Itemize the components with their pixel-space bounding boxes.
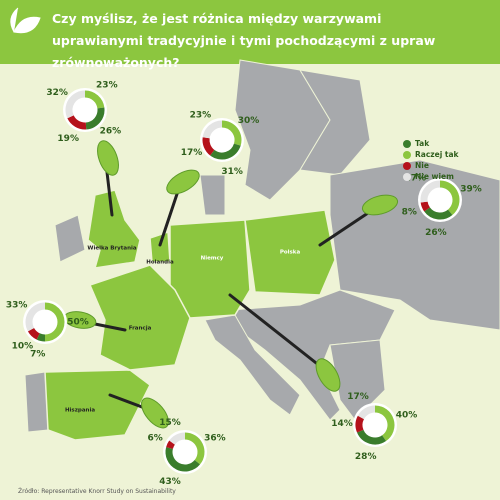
leaf [97, 140, 119, 176]
donut-segment [424, 207, 453, 220]
value-label: 50% [67, 318, 89, 328]
poland [244, 209, 336, 296]
spain [44, 369, 151, 441]
value-label: 19% [57, 134, 79, 144]
netherlands [149, 230, 171, 263]
value-label: 32% [46, 88, 68, 98]
value-label: 10% [12, 342, 34, 352]
value-label: 15% [159, 418, 181, 428]
country-label: Holandia [146, 260, 174, 266]
legend-label: Nie wiem [415, 172, 454, 181]
value-label: 43% [159, 477, 181, 487]
donut-segment [169, 432, 186, 445]
legend-swatch [403, 140, 411, 148]
donut-segment [210, 143, 241, 160]
value-label: 7% [30, 350, 45, 360]
donut-segment [202, 120, 223, 139]
donut-segment [84, 90, 105, 109]
connector [158, 183, 182, 247]
legend: Tak Raczej tak Nie Nie wiem [403, 139, 460, 181]
country-label: Polska [280, 250, 301, 256]
leaf [361, 194, 399, 216]
title: Czy myślisz, że jest różnica między warz… [52, 11, 436, 70]
donut-segment [439, 180, 460, 216]
value-label: 26% [100, 127, 122, 137]
donut-segment [355, 415, 365, 433]
country-label: Hiszpania [65, 408, 95, 414]
value-label: 33% [6, 301, 28, 311]
donut-segment [221, 120, 242, 146]
donut-segment [357, 429, 387, 445]
value-label: 6% [148, 433, 163, 443]
legend-label: Nie [415, 161, 429, 170]
donut-segment [36, 333, 46, 342]
donut-segment [420, 180, 441, 203]
value-label: 17% [347, 392, 369, 402]
uk [87, 189, 141, 269]
value-label: 30% [238, 116, 260, 126]
header [0, 0, 500, 64]
country-label: Francja [129, 326, 152, 332]
map-green [44, 189, 336, 441]
ireland [54, 214, 86, 263]
value-label: 26% [425, 228, 447, 238]
charts: 23% 26% 19% 32% Wielka Brytania 30% 31% 17% 23% H… [6, 81, 482, 487]
logo-leaf [10, 7, 41, 34]
donut-segment [25, 302, 46, 332]
donut-segment [85, 107, 105, 130]
value-label: 23% [190, 111, 212, 121]
leaf [166, 169, 200, 195]
donut-segment [374, 405, 395, 442]
donut-segment [27, 327, 40, 340]
value-label: 31% [221, 167, 243, 177]
leaves [10, 7, 399, 429]
value-label: 36% [204, 433, 226, 443]
country-label: Niemcy [201, 256, 224, 262]
country-label: Wielka Brytania [87, 246, 136, 252]
donut-segment [67, 115, 87, 130]
value-label: 8% [402, 208, 417, 218]
value-label: 27% [404, 174, 426, 184]
legend-swatch [403, 162, 411, 170]
donut-segment [420, 201, 431, 212]
value-label: 39% [460, 184, 482, 194]
leaf [315, 358, 341, 392]
donut-segment [166, 440, 175, 450]
connector [228, 293, 327, 372]
france [88, 264, 191, 371]
denmark [199, 174, 226, 216]
donut-segment [44, 302, 65, 342]
donut-segment [202, 137, 215, 156]
value-label: 17% [181, 148, 203, 158]
donut-segment [184, 432, 205, 465]
legend-label: Raczej tak [415, 150, 460, 159]
legend-label: Tak [415, 139, 430, 148]
source: Źródło: Representative Knorr Study on Su… [18, 488, 176, 495]
donut-segment [357, 405, 376, 420]
value-label: 28% [355, 452, 377, 462]
leaf [141, 397, 169, 429]
legend-swatch [403, 173, 411, 181]
value-label: 23% [96, 81, 118, 91]
portugal [24, 371, 49, 433]
value-label: 40% [396, 411, 418, 421]
value-label: 14% [331, 419, 353, 429]
donut-segment [65, 90, 86, 119]
italy [204, 314, 301, 416]
donut-segment [165, 447, 201, 472]
legend-swatch [403, 151, 411, 159]
